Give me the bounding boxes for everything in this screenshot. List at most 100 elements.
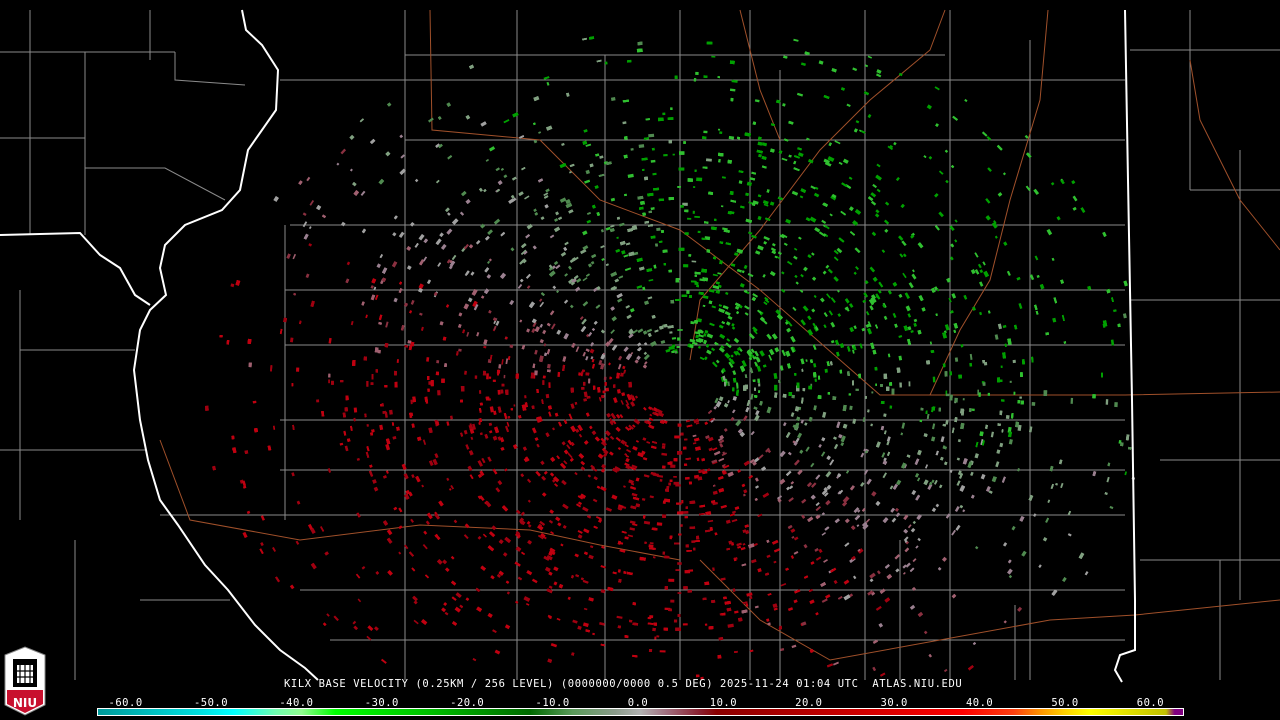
velocity-gate [737, 469, 742, 473]
velocity-gate [905, 305, 911, 312]
velocity-gate [439, 232, 444, 238]
velocity-gate [382, 475, 387, 479]
velocity-gate [621, 392, 626, 397]
velocity-gate [773, 372, 778, 380]
velocity-gate [540, 460, 545, 466]
velocity-gate [1028, 426, 1033, 433]
velocity-gate [485, 158, 490, 162]
velocity-gate [719, 131, 723, 135]
velocity-gate [396, 359, 399, 363]
velocity-gate [1109, 505, 1114, 510]
velocity-gate [1002, 324, 1007, 329]
velocity-gate [704, 236, 711, 241]
velocity-gate [642, 286, 646, 291]
velocity-gate [349, 134, 355, 140]
velocity-gate [783, 242, 788, 246]
velocity-gate [1055, 482, 1058, 486]
velocity-gate [353, 407, 358, 413]
velocity-gate [754, 99, 760, 103]
velocity-gate [622, 121, 627, 125]
velocity-gate [793, 599, 798, 604]
velocity-gate [463, 429, 468, 435]
velocity-gate [870, 423, 873, 427]
velocity-gate [725, 291, 729, 295]
velocity-gate [449, 415, 454, 420]
velocity-gate [682, 510, 689, 514]
velocity-gate [556, 617, 561, 621]
velocity-gate [692, 434, 697, 438]
velocity-gate [800, 319, 806, 326]
velocity-gate [970, 269, 976, 275]
velocity-gate [464, 523, 470, 529]
velocity-gate [725, 519, 731, 524]
velocity-gate [543, 192, 549, 197]
velocity-gate [632, 445, 638, 451]
velocity-gate [610, 329, 615, 334]
velocity-gate [488, 146, 496, 152]
velocity-gate [673, 481, 679, 485]
velocity-gate [793, 38, 799, 42]
velocity-gate [862, 417, 866, 422]
velocity-gate [559, 197, 567, 203]
velocity-gate [987, 167, 992, 172]
velocity-gate [550, 642, 558, 648]
velocity-gate [964, 98, 968, 103]
velocity-gate [501, 359, 504, 365]
velocity-gate [860, 452, 865, 458]
velocity-gate [747, 231, 753, 235]
velocity-gate [632, 523, 638, 527]
velocity-gate [629, 520, 636, 525]
velocity-gate [600, 589, 606, 594]
velocity-gate [582, 277, 588, 282]
velocity-gate [818, 60, 824, 65]
velocity-gate [470, 436, 474, 441]
velocity-gate [948, 297, 952, 303]
velocity-gate [809, 599, 815, 605]
velocity-gate [554, 483, 559, 488]
velocity-gate [677, 337, 681, 341]
velocity-gate [650, 159, 656, 163]
velocity-gate [834, 140, 841, 145]
velocity-gate [488, 258, 492, 262]
velocity-gate [623, 485, 626, 488]
velocity-gate [793, 255, 798, 260]
velocity-gate [907, 524, 912, 529]
velocity-gate [875, 605, 882, 611]
velocity-gate [377, 349, 381, 354]
velocity-gate [551, 323, 556, 330]
velocity-gate [830, 321, 836, 328]
velocity-gate [781, 157, 788, 162]
velocity-gate [731, 510, 736, 514]
velocity-gate [902, 571, 906, 575]
velocity-gate [882, 302, 887, 309]
velocity-gate [774, 384, 778, 391]
velocity-gate [580, 248, 587, 255]
velocity-gate [919, 419, 923, 423]
velocity-gate [927, 483, 933, 490]
velocity-gate [731, 79, 738, 83]
velocity-gate [340, 148, 347, 155]
velocity-gate [527, 524, 532, 528]
velocity-gate [724, 310, 731, 316]
velocity-gate [620, 440, 626, 445]
highway [429, 9, 1280, 396]
velocity-gate [414, 178, 419, 183]
velocity-gate [825, 264, 830, 269]
velocity-gate [962, 398, 965, 401]
velocity-gate [682, 623, 688, 626]
velocity-gate [877, 288, 882, 294]
velocity-gate [625, 403, 629, 408]
velocity-gate [444, 207, 450, 213]
velocity-gate [600, 245, 605, 249]
velocity-gate [616, 389, 621, 394]
velocity-gate [720, 577, 726, 581]
velocity-gate [912, 558, 917, 563]
velocity-gate [892, 312, 897, 318]
velocity-gate [796, 92, 804, 97]
velocity-gate [907, 326, 912, 331]
velocity-gate [870, 591, 876, 596]
velocity-gate [563, 299, 569, 304]
velocity-gate [648, 278, 654, 282]
velocity-gate [867, 114, 872, 119]
velocity-gate [968, 408, 972, 413]
